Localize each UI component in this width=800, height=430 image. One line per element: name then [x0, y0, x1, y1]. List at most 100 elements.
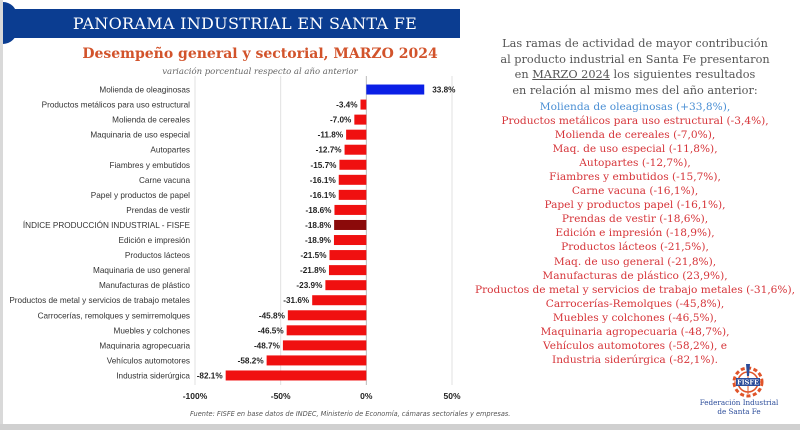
logo-line-1: Federación Industrial — [699, 398, 779, 407]
bar — [344, 144, 367, 155]
labels: Molienda de oleaginosas 33.8% Productos me… — [9, 86, 456, 381]
result-item: Molienda de oleaginosas (+33,8%), — [539, 101, 731, 113]
category-label: Carrocerías, remolques y semirremolques — [38, 311, 190, 320]
grid-lines — [194, 76, 453, 385]
bar — [338, 189, 367, 200]
value-label: -31.6% — [283, 296, 310, 305]
logo-acronym: FISFE — [737, 379, 759, 387]
result-item: Maq. de uso general (-21,8%), — [553, 255, 717, 268]
intro-line-4: en relación al mismo mes del año anterio… — [512, 83, 758, 97]
x-axis-ticks: -100% -50% 0% 50% — [183, 391, 461, 401]
category-label: Carne vacuna — [139, 176, 190, 185]
value-label: -58.2% — [238, 356, 265, 365]
value-label: -23.9% — [296, 281, 323, 290]
value-label: -16.1% — [310, 191, 337, 200]
result-item: Carrocerías-Remolques (-45,8%), — [545, 297, 725, 310]
bar — [266, 355, 367, 366]
category-label: Molienda de oleaginosas — [99, 86, 190, 95]
bar — [360, 99, 367, 110]
value-label: -21.8% — [300, 266, 327, 275]
result-item: Carne vacuna (-16,1%), — [571, 185, 699, 198]
intro-text: Las ramas de actividad de mayor contribu… — [470, 36, 800, 98]
x-tick-label: 0% — [360, 391, 373, 401]
value-label: -48.7% — [254, 341, 281, 350]
logo-caption: Federación Industrial de Santa Fe — [683, 398, 795, 416]
value-label: -21.5% — [301, 251, 328, 260]
bar-chart: Molienda de oleaginosas 33.8% Productos me… — [9, 76, 461, 401]
bottom-border — [0, 424, 800, 430]
value-label: -45.8% — [259, 311, 286, 320]
category-label: Maquinaria de uso general — [93, 266, 190, 275]
bar — [328, 265, 367, 276]
result-item: Papel y productos papel (-16,1%), — [544, 199, 726, 212]
chart-title: Desempeño general y sectorial, MARZO 202… — [82, 46, 438, 62]
result-item: Edición e impresión (-18,9%), — [555, 227, 715, 240]
result-item: Molienda de cereales (-7,0%), — [554, 129, 716, 142]
value-label: -82.1% — [197, 371, 224, 380]
chart-subtitle: variación porcentual respecto al año ant… — [162, 67, 358, 77]
category-label: ÍNDICE PRODUCCIÓN INDUSTRIAL - FISFE — [23, 220, 191, 230]
category-label: Prendas de vestir — [126, 206, 190, 215]
x-tick-label: -100% — [183, 391, 208, 401]
category-label: Industria siderúrgica — [116, 371, 190, 380]
value-label: -12.7% — [316, 146, 343, 155]
logo-line-2: de Santa Fe — [717, 407, 761, 416]
bar — [354, 114, 367, 125]
value-label: -3.4% — [336, 101, 358, 110]
category-label: Productos lácteos — [125, 251, 190, 260]
category-label: Maquinaria de uso especial — [90, 131, 190, 140]
results-list: Molienda de oleaginosas (+33,8%), Product… — [470, 100, 800, 367]
category-label: Productos metálicos para uso estructural — [42, 101, 191, 110]
category-label: Autopartes — [150, 146, 190, 155]
result-item: Manufacturas de plástico (23,9%), — [542, 269, 728, 282]
banner-title: PANORAMA INDUSTRIAL EN SANTA FE — [72, 14, 418, 33]
result-item: Productos metálicos para uso estructural… — [501, 115, 769, 128]
result-item: Fiambres y embutidos (-15,7%), — [549, 171, 721, 184]
bar — [366, 84, 425, 95]
title-banner — [3, 9, 460, 38]
bar — [325, 280, 367, 291]
result-item: Maquinaria agropecuaria (-48,7%), — [540, 325, 730, 338]
value-label: -7.0% — [330, 116, 352, 125]
bars — [225, 84, 425, 381]
intro-line-1: Las ramas de actividad de mayor contribu… — [502, 37, 768, 50]
bar — [312, 295, 367, 306]
value-label: -18.6% — [306, 206, 333, 215]
result-item: Vehículos automotores (-58,2%), e — [543, 339, 727, 352]
category-label: Papel y productos de papel — [91, 191, 190, 200]
result-item: Industria siderúrgica (-82,1%). — [552, 353, 718, 366]
value-label: -46.5% — [258, 326, 285, 335]
bar-index — [334, 219, 367, 230]
category-label: Muebles y colchones — [114, 326, 190, 335]
fisfe-logo: FISFE — [732, 364, 764, 398]
intro-line-3-prefix: en — [514, 68, 533, 81]
result-item: Prendas de vestir (-18,6%), — [561, 213, 709, 226]
result-item: Muebles y colchones (-46,5%), — [552, 311, 718, 324]
bar — [338, 174, 367, 185]
x-tick-label: -50% — [271, 391, 291, 401]
bar — [333, 235, 367, 246]
result-item: Productos lácteos (-21,5%), — [561, 241, 709, 254]
result-item: Maq. de uso especial (-11,8%), — [552, 143, 718, 156]
bar — [334, 204, 367, 215]
bar — [339, 159, 367, 170]
category-label: Fiambres y embutidos — [109, 161, 190, 170]
value-label: -16.1% — [310, 176, 337, 185]
category-label: Edición e impresión — [119, 236, 191, 245]
bar — [225, 370, 367, 381]
result-item: Productos de metal y servicios de trabaj… — [474, 283, 795, 296]
value-label: -18.9% — [305, 236, 332, 245]
intro-line-3: en MARZO 2024 los siguientes resultados — [470, 67, 800, 83]
bar — [282, 340, 367, 351]
category-label: Manufacturas de plástico — [99, 281, 190, 290]
value-label: 33.8% — [432, 86, 456, 95]
result-item: Autopartes (-12,7%), — [579, 157, 691, 170]
x-tick-label: 50% — [443, 391, 460, 401]
intro-line-3-suffix: los siguientes resultados — [609, 68, 756, 81]
category-label: Vehículos automotores — [107, 356, 190, 365]
bar — [329, 250, 367, 261]
bar — [287, 310, 367, 321]
intro-month: MARZO 2024 — [532, 68, 610, 81]
category-label: Productos de metal y servicios de trabaj… — [9, 296, 190, 305]
